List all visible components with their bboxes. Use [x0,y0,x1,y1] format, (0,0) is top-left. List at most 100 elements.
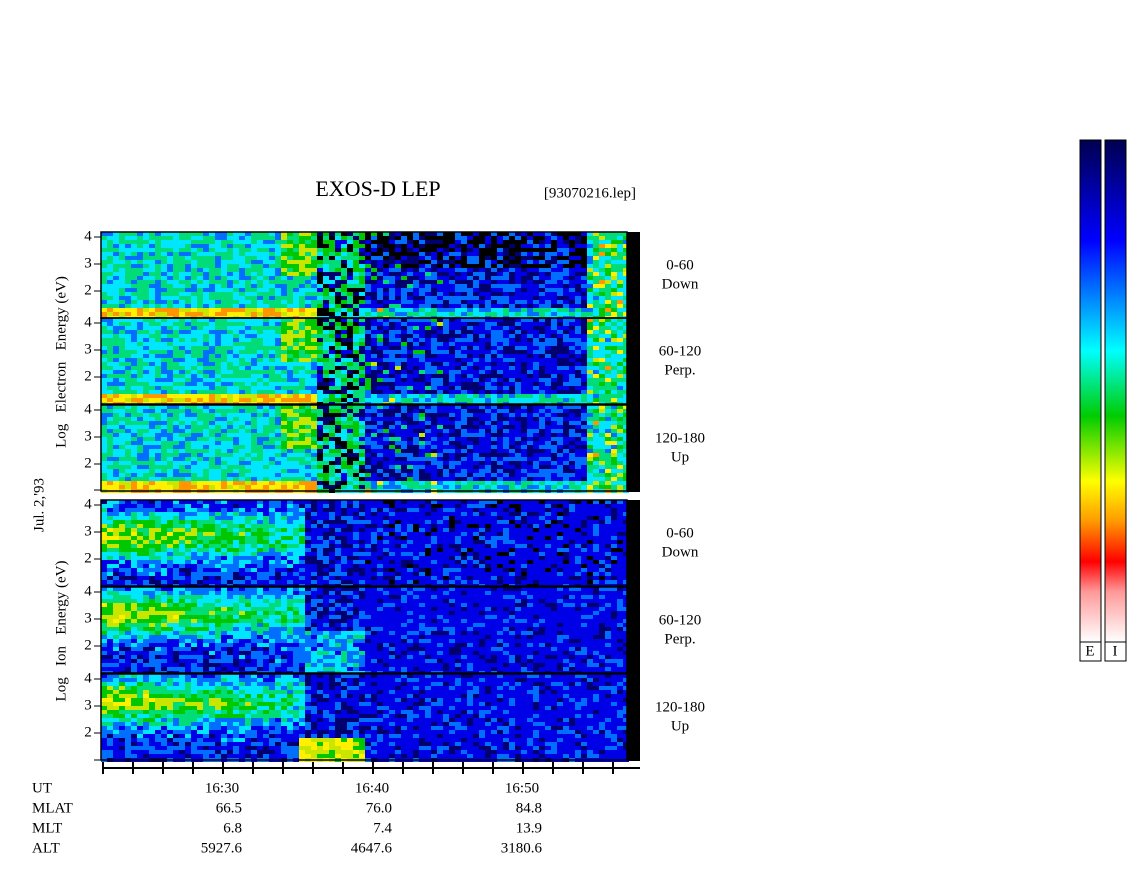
spectrogram-cell [563,354,569,358]
spectrogram-cell [593,236,599,240]
spectrogram-cell [389,248,395,252]
spectrogram-cell [605,334,611,338]
spectrogram-cell [167,405,173,409]
spectrogram-cell [191,240,197,244]
spectrogram-cell [329,248,335,252]
spectrogram-cell [497,398,503,402]
spectrogram-cell [521,394,527,398]
spectrogram-cell [251,477,257,481]
spectrogram-cell [221,374,227,378]
spectrogram-cell [473,330,479,334]
spectrogram-cell [101,382,107,386]
spectrogram-cell [257,409,263,413]
spectrogram-cell [497,268,503,272]
spectrogram-cell [359,405,365,409]
spectrogram-cell [221,398,227,402]
spectrogram-cell [425,318,431,322]
spectrogram-cell [599,292,605,296]
spectrogram-cell [197,390,203,394]
spectrogram-cell [125,322,131,326]
spectrogram-cell [407,276,413,280]
spectrogram-cell [263,264,269,268]
spectrogram-cell [233,394,239,398]
spectrogram-cell [431,312,437,316]
spectrogram-cell [563,326,569,330]
spectrogram-cell [335,441,341,445]
spectrogram-cell [221,417,227,421]
spectrogram-cell [515,300,521,304]
spectrogram-cell [389,284,395,288]
spectrogram-cell [257,304,263,308]
spectrogram-cell [233,362,239,366]
spectrogram-cell [167,398,173,402]
spectrogram-cell [473,382,479,386]
spectrogram-cell [389,390,395,394]
spectrogram-cell [203,481,209,485]
spectrogram-cell [323,280,329,284]
spectrogram-cell [137,473,143,477]
spectrogram-cell [395,358,401,362]
spectrogram-cell [479,308,485,312]
spectrogram-cell [119,268,125,272]
spectrogram-cell [473,304,479,308]
spectrogram-cell [611,366,617,370]
spectrogram-cell [533,374,539,378]
spectrogram-cell [281,354,287,358]
spectrogram-cell [413,394,419,398]
spectrogram-cell [575,260,581,264]
spectrogram-cell [611,338,617,342]
spectrogram-cell [209,318,215,322]
spectrogram-cell [155,354,161,358]
spectrogram-cell [215,370,221,374]
spectrogram-cell [269,244,275,248]
spectrogram-cell [131,441,137,445]
spectrogram-cell [167,334,173,338]
spectrogram-cell [335,288,341,292]
spectrogram-cell [203,252,209,256]
spectrogram-cell [209,425,215,429]
spectrogram-cell [323,386,329,390]
spectrogram-cell [203,232,209,236]
spectrogram-cell [263,248,269,252]
spectrogram-cell [113,437,119,441]
spectrogram-cell [107,256,113,260]
spectrogram-cell [185,236,191,240]
spectrogram-cell [359,304,365,308]
spectrogram-cell [113,449,119,453]
spectrogram-cell [281,366,287,370]
spectrogram-cell [317,465,323,469]
spectrogram-cell [569,296,575,300]
spectrogram-cell [527,390,533,394]
spectrogram-cell [335,457,341,461]
spectrogram-cell [131,346,137,350]
spectrogram-cell [377,481,383,485]
spectrogram-cell [155,469,161,473]
spectrogram-cell [449,300,455,304]
spectrogram-cell [359,358,365,362]
spectrogram-cell [569,268,575,272]
spectrogram-cell [365,256,371,260]
spectrogram-cell [371,288,377,292]
spectrogram-cell [197,334,203,338]
spectrogram-cell [299,346,305,350]
spectrogram-cell [125,318,131,322]
spectrogram-cell [191,272,197,276]
spectrogram-cell [239,272,245,276]
spectrogram-cell [407,386,413,390]
spectrogram-cell [551,338,557,342]
spectrogram-cell [389,350,395,354]
spectrogram-cell [365,232,371,236]
spectrogram-cell [251,378,257,382]
spectrogram-cell [365,312,371,316]
spectrogram-cell [377,409,383,413]
spectrogram-cell [359,276,365,280]
spectrogram-cell [119,469,125,473]
spectrogram-cell [395,469,401,473]
spectrogram-cell [533,358,539,362]
spectrogram-cell [203,308,209,312]
spectrogram-cell [533,236,539,240]
spectrogram-cell [167,304,173,308]
spectrogram-cell [323,477,329,481]
spectrogram-cell [473,390,479,394]
spectrogram-cell [353,252,359,256]
